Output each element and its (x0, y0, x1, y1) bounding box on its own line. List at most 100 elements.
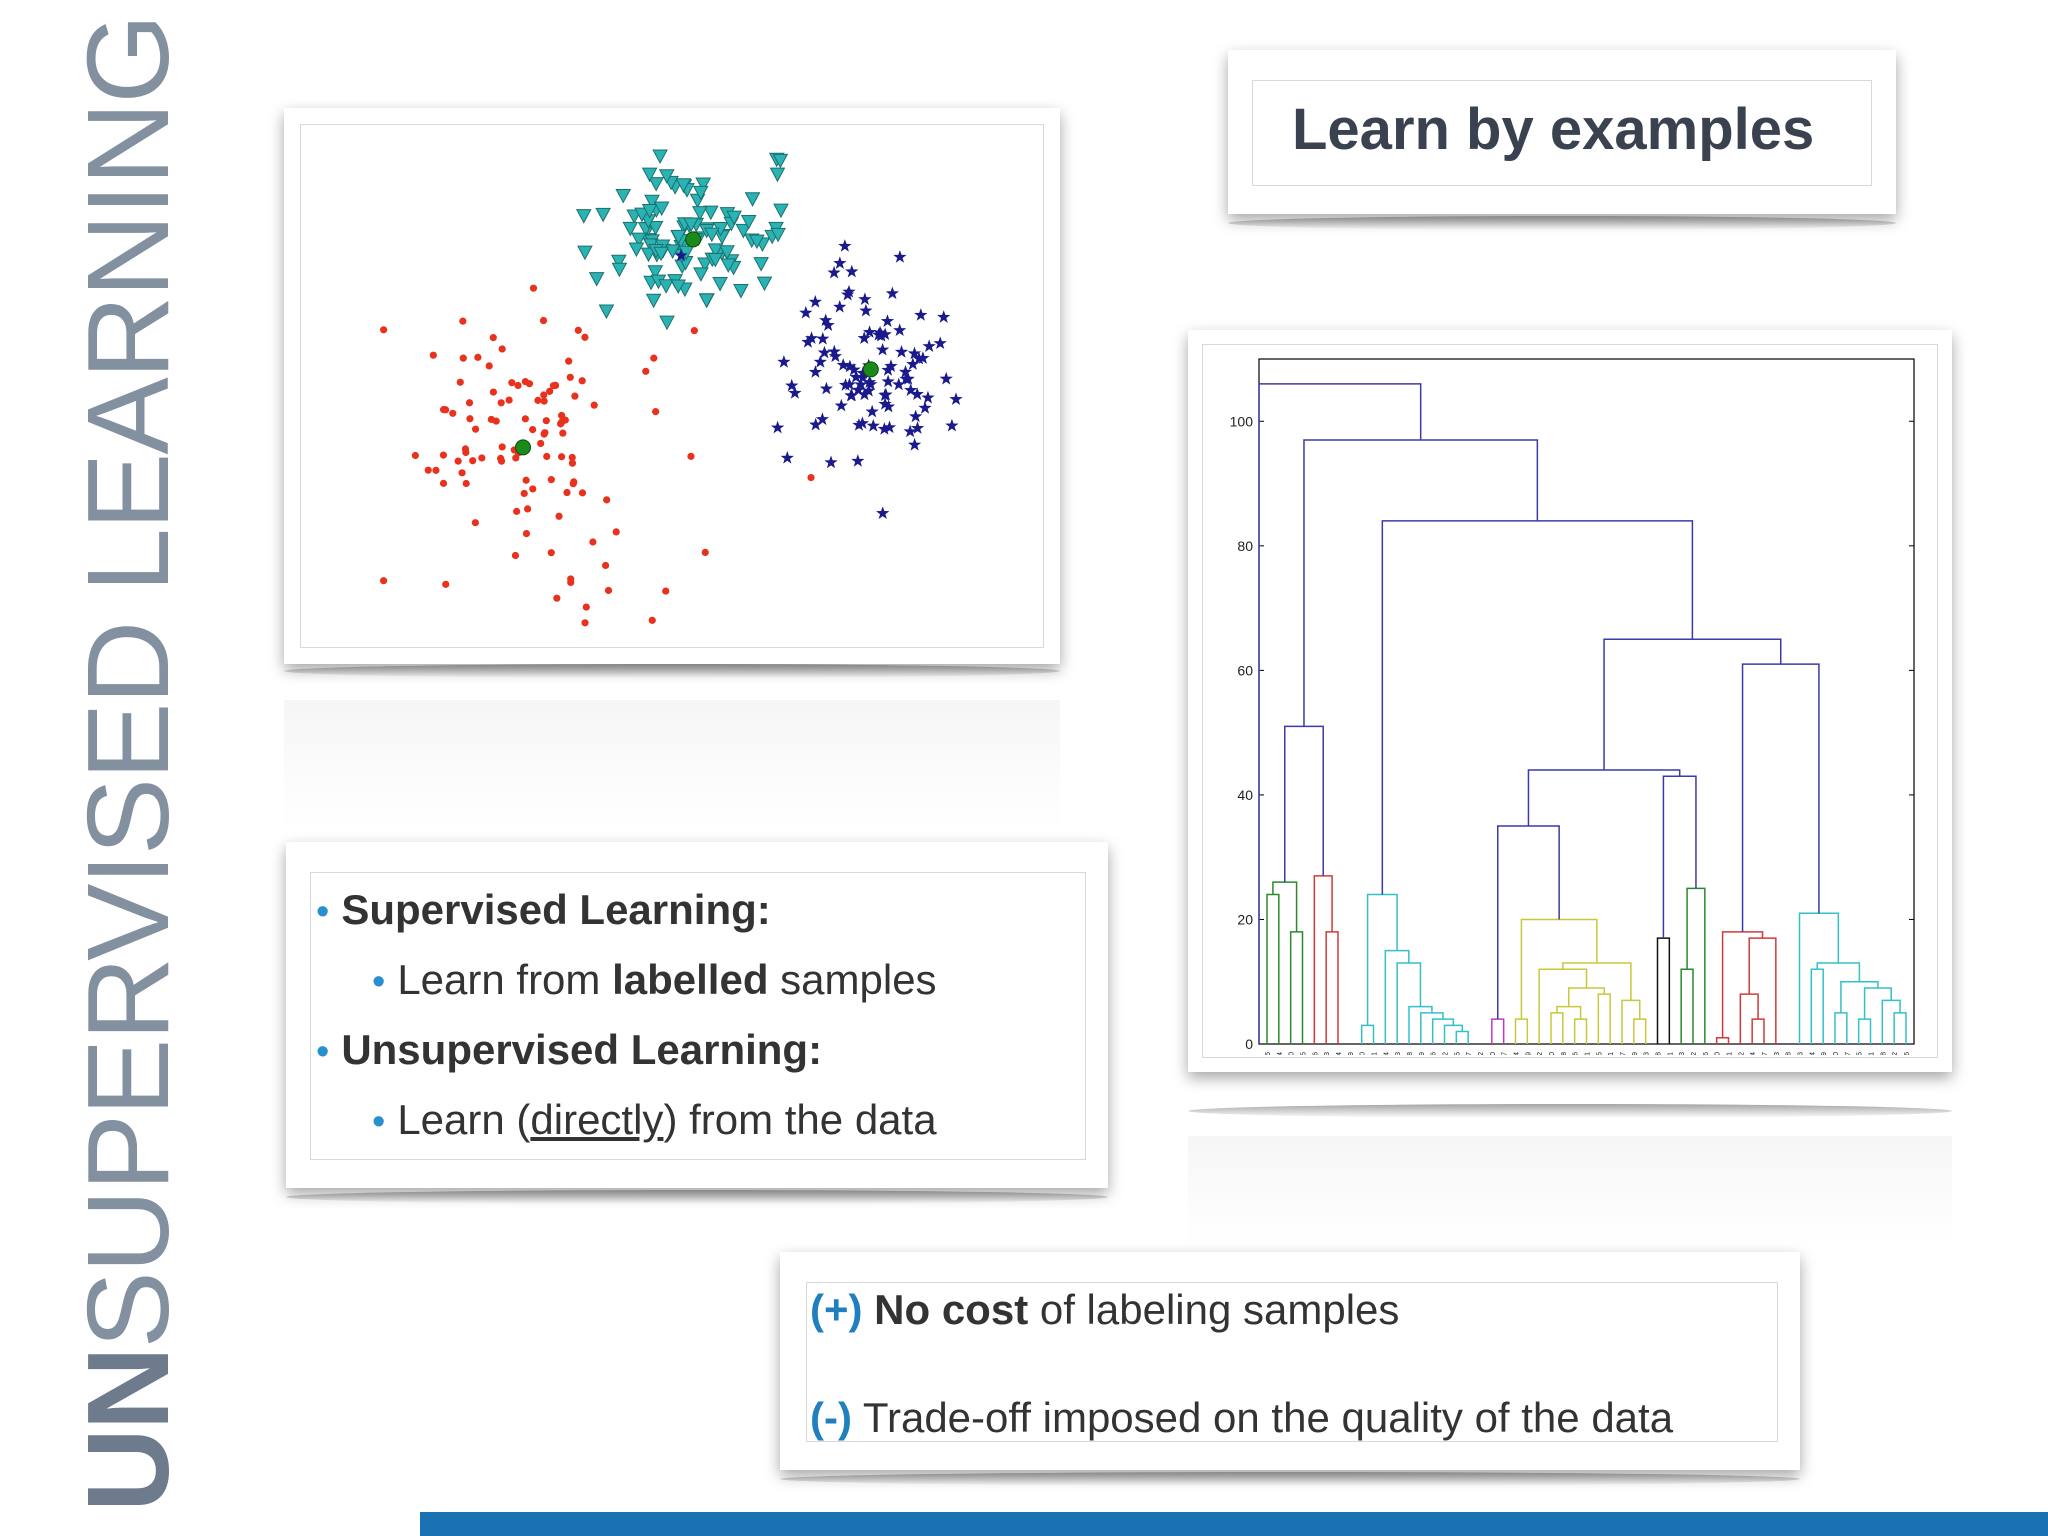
navy-star-point (909, 409, 923, 423)
dendrogram-link (1748, 937, 1777, 1044)
navy-star-point (840, 287, 855, 301)
navy-star-point (907, 437, 922, 451)
pro-bold: No cost (874, 1286, 1029, 1333)
dendrogram-link (1739, 993, 1759, 1044)
navy-star-point (770, 420, 785, 434)
red-dot-point (520, 489, 528, 498)
red-dot-point (498, 443, 506, 451)
red-dot-point (462, 479, 470, 488)
red-dot-point (505, 396, 513, 404)
cyan-triangle-point (707, 243, 724, 258)
leaf-label: 10 (1490, 1052, 1497, 1055)
cyan-triangle-point (719, 245, 735, 260)
leaf-label: 51 (1372, 1052, 1379, 1055)
red-dot-point (380, 326, 388, 334)
dendrogram-link (1621, 999, 1641, 1044)
red-dot-point (411, 451, 419, 460)
navy-star-point (871, 327, 886, 341)
red-dot-point (474, 353, 482, 361)
cyan-triangle-cluster (575, 149, 789, 331)
red-dot-point (511, 551, 520, 560)
red-dot-point (546, 387, 554, 395)
red-dot-point (380, 577, 388, 585)
leaf-label: 41 (1727, 1052, 1734, 1055)
red-dot-point (424, 466, 432, 474)
leaf-label: 24 (1514, 1052, 1521, 1055)
leaf-label: 39 (1821, 1052, 1828, 1055)
navy-star-point (894, 345, 909, 358)
red-dot-point (529, 284, 538, 292)
dendrogram-link (1798, 912, 1840, 1044)
red-dot-point (581, 619, 589, 627)
dendrogram-link (1881, 999, 1901, 1044)
y-tick-label: 100 (1230, 413, 1254, 429)
red-dot-cluster (380, 284, 815, 627)
y-tick-label: 20 (1237, 911, 1253, 927)
navy-star-point (804, 331, 819, 345)
navy-star-point (836, 358, 850, 371)
cyan-triangle-point (772, 153, 789, 169)
leaf-label: 16 (1703, 1052, 1710, 1055)
cyan-triangle-point (733, 284, 749, 299)
dendrogram-link (1741, 663, 1820, 932)
navy-star-point (799, 305, 813, 319)
navy-star-point (904, 383, 918, 396)
cyan-triangle-point (695, 177, 712, 193)
cyan-triangle-point (653, 201, 670, 217)
y-tick-label: 0 (1245, 1036, 1253, 1052)
navy-star-point (819, 381, 834, 395)
leaf-label: 48 (1407, 1052, 1414, 1055)
dendrogram-link (1258, 383, 1422, 1044)
leaf-label: 0 (1289, 1052, 1296, 1055)
dendrogram-link (1633, 1018, 1647, 1044)
red-dot-point (540, 391, 548, 399)
navy-star-point (849, 370, 863, 383)
navy-star-point (834, 398, 848, 412)
red-dot-point (514, 381, 522, 390)
leaf-label: 37 (1845, 1052, 1852, 1055)
leaf-label: 7 (1762, 1052, 1769, 1055)
navy-star-point (851, 383, 865, 396)
navy-star-point (937, 310, 951, 323)
leaf-label: 4 (1277, 1052, 1284, 1055)
cyan-triangle-point (664, 244, 681, 259)
red-dot-point (442, 580, 450, 588)
navy-star-point (884, 359, 898, 372)
red-dot-point (558, 411, 566, 420)
cyan-triangle-point (670, 279, 687, 295)
red-dot-point (521, 415, 529, 423)
navy-star-point (816, 331, 830, 345)
bullet-dot-icon: • (316, 891, 330, 933)
cyan-triangle-point (692, 185, 709, 201)
pros-cons-card (780, 1252, 1800, 1470)
side-title: UNSUPERVISED LEARNING (63, 16, 193, 1512)
cyan-triangle-point (735, 223, 752, 239)
red-dot-point (648, 616, 656, 624)
navy-star-point (851, 454, 865, 467)
leaf-label: 22 (1537, 1052, 1544, 1055)
navy-star-point (939, 371, 953, 385)
bullet-directly-pre: Learn ( (397, 1096, 531, 1143)
dendrogram-link (1686, 887, 1706, 1044)
red-dot-point (543, 452, 551, 461)
red-dot-point (566, 373, 574, 381)
navy-star-point (918, 401, 932, 414)
dendrogram-link (1303, 439, 1539, 727)
leaf-label: 11 (1667, 1052, 1674, 1055)
red-dot-point (540, 397, 548, 405)
cyan-triangle-point (653, 246, 669, 262)
leaf-label: 46 (1431, 1052, 1438, 1055)
red-dot-point (497, 457, 506, 465)
navy-star-point (898, 365, 913, 378)
dendrogram-link (1721, 931, 1764, 1038)
dendrogram-link (1834, 1012, 1848, 1044)
navy-star-point (949, 392, 963, 405)
cyan-triangle-point (698, 293, 715, 309)
red-dot-point (542, 417, 550, 425)
red-dot-point (458, 469, 466, 477)
leaf-label: 49 (1419, 1052, 1426, 1055)
cyan-triangle-point (749, 234, 765, 250)
cyan-triangle-point (675, 178, 692, 193)
navy-star-point (844, 388, 858, 402)
navy-star-point (877, 422, 892, 435)
